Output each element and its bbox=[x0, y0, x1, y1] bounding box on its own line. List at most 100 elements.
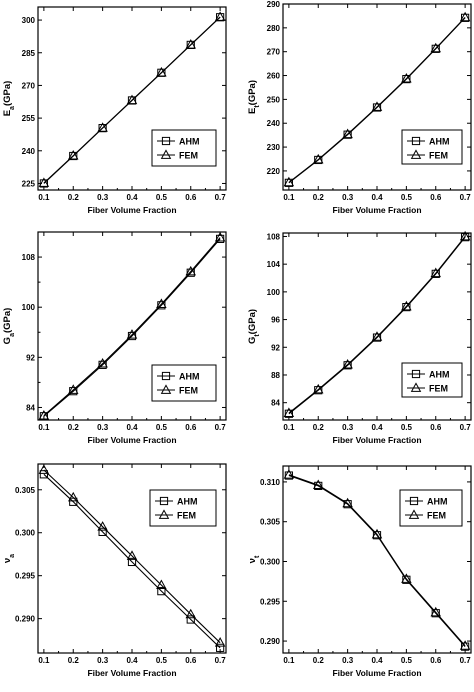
y-axis-symbol: G bbox=[2, 337, 13, 344]
legend: AHM FEM bbox=[399, 489, 463, 527]
series-line bbox=[43, 16, 221, 184]
y-tick-label: 270 bbox=[22, 81, 36, 90]
data-point-ahm bbox=[402, 575, 411, 584]
x-tick-label: 0.2 bbox=[313, 423, 325, 432]
data-point-fem bbox=[313, 479, 324, 489]
x-tick-label: 0.6 bbox=[430, 193, 442, 202]
data-point-fem bbox=[214, 232, 226, 242]
y-tick-label: 100 bbox=[267, 288, 281, 297]
data-point-fem bbox=[459, 230, 471, 241]
x-axis-label: Fiber Volume Fraction bbox=[332, 205, 421, 215]
y-tick-label: 0.300 bbox=[15, 529, 36, 538]
chart-2: 0.1 0.2 0.3 0.4 0.5 0.6 0.7 220 230 240 250 260 270 2… bbox=[247, 0, 472, 215]
data-point-fem bbox=[97, 521, 108, 531]
data-point-ahm bbox=[186, 615, 195, 624]
data-point-ahm bbox=[372, 103, 382, 112]
y-axis-subscript: a bbox=[9, 106, 16, 110]
series-fem bbox=[283, 230, 471, 417]
series-line bbox=[43, 469, 221, 644]
data-point-fem bbox=[214, 637, 226, 647]
data-point-fem bbox=[97, 357, 108, 368]
y-tick-label: 0.295 bbox=[15, 572, 36, 581]
data-point-ahm bbox=[402, 75, 411, 84]
y-axis-unit: (GPa) bbox=[247, 309, 258, 334]
data-point-fem bbox=[430, 267, 441, 278]
legend-marker bbox=[158, 509, 170, 519]
data-point-ahm bbox=[372, 333, 382, 342]
x-tick-label: 0.2 bbox=[68, 193, 80, 202]
y-axis-unit: (GPa) bbox=[247, 80, 258, 105]
data-point-ahm bbox=[402, 303, 411, 312]
y-tick-label: 92 bbox=[26, 353, 35, 362]
data-point-ahm bbox=[69, 151, 78, 161]
legend-label: FEM bbox=[427, 511, 446, 521]
x-tick-label: 0.7 bbox=[215, 656, 227, 665]
y-axis-unit: (GPa) bbox=[2, 308, 13, 333]
series-fem bbox=[283, 11, 471, 187]
data-point-fem bbox=[156, 298, 167, 308]
x-tick-label: 0.4 bbox=[126, 423, 138, 432]
x-tick-label: 0.7 bbox=[215, 423, 227, 432]
x-tick-label: 0.4 bbox=[126, 193, 138, 202]
legend-marker bbox=[411, 136, 421, 146]
legend-label: FEM bbox=[429, 384, 448, 394]
data-point-ahm bbox=[461, 13, 470, 22]
y-tick-label: 0.300 bbox=[260, 557, 281, 566]
x-tick-label: 0.1 bbox=[283, 193, 295, 202]
chart-5: 0.1 0.2 0.3 0.4 0.5 0.6 0.7 0.290 0.295 0.300 0.30… bbox=[2, 463, 227, 678]
data-point-fem bbox=[371, 331, 383, 341]
x-tick-label: 0.2 bbox=[68, 423, 80, 432]
legend: AHM FEM bbox=[401, 362, 463, 398]
data-point-ahm bbox=[431, 269, 440, 278]
data-point-fem bbox=[313, 153, 324, 164]
data-point-fem bbox=[430, 606, 441, 617]
y-axis-label: Gt(GPa) bbox=[247, 309, 261, 344]
x-tick-label: 0.2 bbox=[313, 656, 325, 665]
y-axis-subscript: t bbox=[254, 105, 261, 108]
legend-box bbox=[151, 129, 217, 167]
data-point-ahm bbox=[284, 178, 293, 187]
series-fem bbox=[38, 11, 226, 187]
x-axis-label: Fiber Volume Fraction bbox=[332, 668, 421, 678]
y-tick-label: 108 bbox=[267, 232, 281, 241]
x-tick-label: 0.1 bbox=[38, 423, 50, 432]
data-point-fem bbox=[371, 528, 383, 539]
y-axis-unit: (GPa) bbox=[2, 81, 13, 106]
data-point-fem bbox=[401, 573, 412, 583]
data-point-ahm bbox=[343, 130, 352, 139]
data-point-fem bbox=[156, 66, 167, 77]
data-point-fem bbox=[185, 265, 196, 276]
x-tick-label: 0.5 bbox=[156, 193, 168, 202]
y-tick-label: 220 bbox=[267, 167, 281, 176]
legend-label: AHM bbox=[429, 370, 450, 380]
data-point-fem bbox=[430, 42, 441, 53]
y-tick-label: 84 bbox=[26, 403, 35, 412]
x-tick-label: 0.3 bbox=[342, 656, 354, 665]
legend-marker bbox=[159, 496, 169, 506]
data-point-fem bbox=[68, 149, 79, 160]
legend-label: AHM bbox=[179, 137, 200, 147]
data-point-fem bbox=[371, 101, 383, 111]
y-tick-label: 84 bbox=[271, 399, 280, 408]
data-point-fem bbox=[185, 608, 196, 619]
data-point-fem bbox=[68, 384, 79, 394]
x-tick-label: 0.6 bbox=[185, 656, 197, 665]
chart-3: 0.1 0.2 0.3 0.4 0.5 0.6 0.7 84 92 100 108 Fiber Vol… bbox=[2, 231, 227, 445]
data-point-ahm bbox=[284, 409, 293, 418]
data-point-ahm bbox=[431, 44, 440, 53]
legend-label: AHM bbox=[179, 372, 200, 382]
legend-label: FEM bbox=[179, 151, 198, 161]
data-point-fem bbox=[342, 497, 353, 508]
data-point-fem bbox=[38, 464, 50, 474]
y-tick-label: 0.305 bbox=[15, 486, 36, 495]
data-point-fem bbox=[185, 39, 196, 49]
y-tick-label: 290 bbox=[267, 0, 281, 9]
x-tick-label: 0.3 bbox=[97, 656, 109, 665]
series-line bbox=[288, 474, 466, 647]
data-point-fem bbox=[283, 176, 295, 187]
x-axis-label: Fiber Volume Fraction bbox=[87, 205, 176, 215]
y-tick-label: 92 bbox=[271, 343, 280, 352]
data-point-fem bbox=[283, 407, 295, 417]
legend-marker bbox=[160, 384, 172, 394]
